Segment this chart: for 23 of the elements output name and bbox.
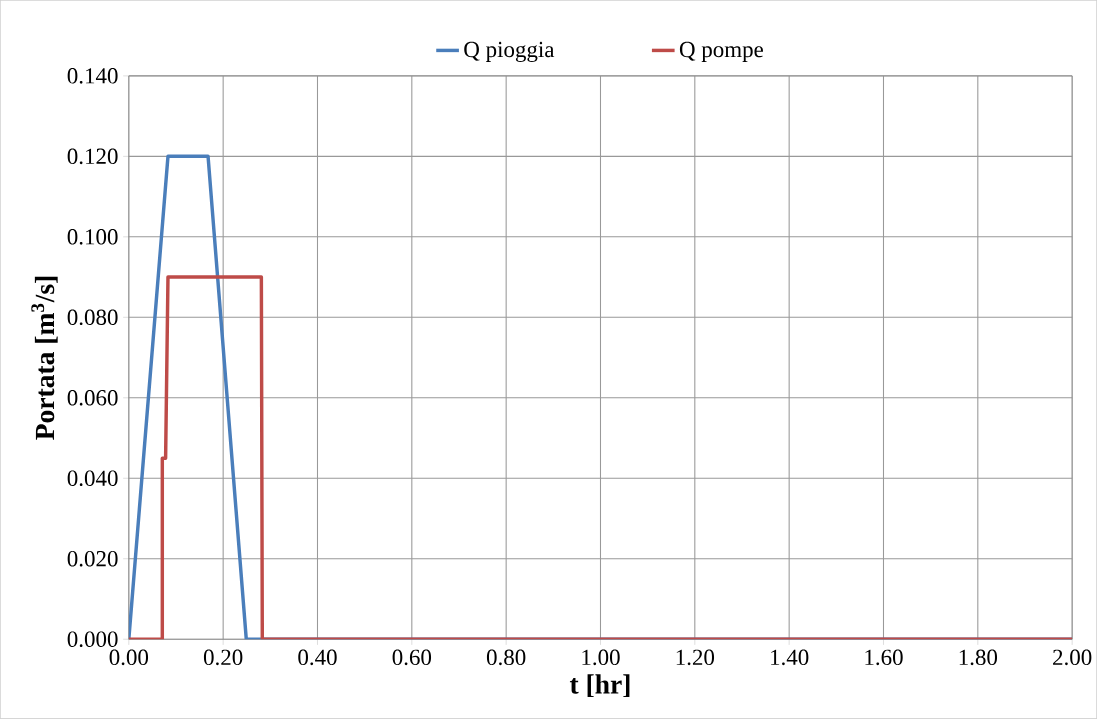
x-tick-label: 1.80 — [959, 649, 998, 666]
y-axis-title: Portata [m$^{3}$/s] — [31, 276, 58, 440]
x-tick-label: 0.60 — [392, 649, 432, 666]
y-tick-label: 0.080 — [67, 309, 118, 326]
x-tick-label: 0.80 — [486, 649, 526, 666]
y-tick-label: 0.100 — [67, 229, 118, 245]
y-tick-label: 0.000 — [67, 631, 118, 648]
y-tick-label: 0.120 — [67, 148, 118, 165]
x-tick-label: 0.00 — [109, 649, 149, 666]
x-tick-label: 1.00 — [582, 649, 620, 666]
x-tick-label: 2.00 — [1053, 649, 1092, 666]
x-axis-title: t [hr] — [569, 674, 630, 698]
x-tick-label: 0.40 — [298, 649, 337, 666]
y-tick-label: 0.040 — [67, 470, 118, 487]
y-tick-label: 0.020 — [67, 550, 118, 567]
x-tick-label: 1.20 — [676, 649, 715, 666]
x-tick-label: 1.60 — [865, 649, 903, 666]
x-tick-label: 0.20 — [203, 649, 243, 666]
y-tick-label: 0.140 — [67, 68, 118, 84]
legend-label: Q pompe — [679, 41, 763, 62]
x-tick-label: 1.40 — [771, 649, 809, 666]
legend-label: Q pioggia — [464, 41, 555, 63]
y-tick-label: 0.060 — [67, 390, 118, 406]
